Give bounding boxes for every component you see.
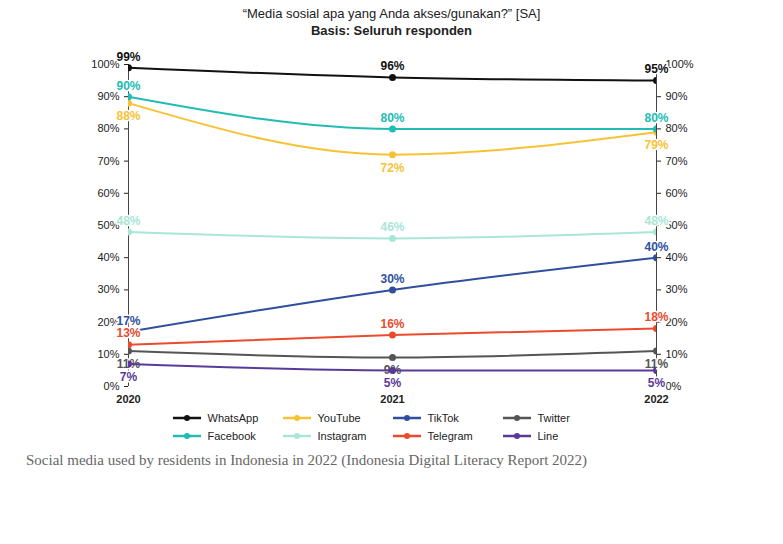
svg-text:90%: 90% [97, 90, 119, 103]
svg-text:50%: 50% [97, 219, 119, 231]
svg-text:70%: 70% [97, 155, 119, 167]
svg-text:20%: 20% [665, 316, 687, 328]
svg-text:90%: 90% [665, 90, 687, 102]
html-text:Social media used by residents: Social media used by residents in Indone… [26, 452, 588, 468]
svg-text:80%: 80% [644, 111, 668, 125]
svg-text:99%: 99% [116, 50, 140, 64]
svg-text:79%: 79% [644, 138, 668, 152]
svg-text:10%: 10% [97, 347, 119, 360]
svg-text:96%: 96% [380, 59, 404, 73]
svg-text:40%: 40% [97, 251, 119, 263]
svg-text:18%: 18% [644, 310, 668, 324]
svg-text:80%: 80% [97, 122, 119, 134]
html-text:Basis: Seluruh responden: Basis: Seluruh responden [311, 23, 472, 38]
svg-text:20%: 20% [97, 315, 119, 328]
html-text:TikTok: TikTok [427, 412, 459, 424]
svg-text:40%: 40% [644, 240, 668, 254]
svg-text:30%: 30% [665, 283, 687, 295]
svg-text:30%: 30% [97, 283, 119, 295]
html-text:YouTube: YouTube [317, 412, 361, 424]
svg-text:16%: 16% [380, 317, 404, 331]
svg-text:72%: 72% [380, 161, 404, 175]
svg-text:60%: 60% [97, 187, 119, 199]
svg-text:100%: 100% [665, 58, 693, 70]
svg-text:10%: 10% [665, 348, 687, 360]
html-text:Line: Line [537, 430, 559, 442]
svg-text:100%: 100% [91, 58, 119, 70]
svg-text:48%: 48% [116, 214, 140, 228]
svg-text:0%: 0% [103, 380, 119, 392]
html-text:Facebook: Facebook [207, 430, 256, 442]
svg-text:17%: 17% [116, 313, 140, 328]
html-text:Instagram: Instagram [317, 430, 367, 442]
svg-text:5%: 5% [383, 376, 401, 390]
svg-text:40%: 40% [665, 251, 687, 263]
svg-text:2020: 2020 [116, 393, 140, 405]
svg-text:95%: 95% [644, 62, 668, 76]
svg-text:2021: 2021 [380, 393, 404, 405]
svg-text:88%: 88% [116, 109, 140, 123]
svg-text:11%: 11% [644, 357, 668, 371]
html-text:“Media sosial apa yang Anda ak: “Media sosial apa yang Anda akses/gunaka… [242, 6, 541, 21]
svg-text:48%: 48% [644, 214, 668, 228]
svg-text:2022: 2022 [644, 393, 668, 405]
svg-text:60%: 60% [665, 187, 687, 199]
svg-text:80%: 80% [380, 111, 404, 125]
html-text:Twitter: Twitter [537, 412, 570, 424]
svg-text:50%: 50% [665, 219, 687, 231]
html-text:Telegram: Telegram [427, 430, 473, 442]
svg-text:30%: 30% [380, 272, 404, 286]
svg-text:80%: 80% [665, 122, 687, 134]
svg-text:13%: 13% [116, 326, 140, 340]
svg-text:90%: 90% [116, 79, 140, 93]
svg-text:5%: 5% [647, 376, 665, 390]
html-text:WhatsApp: WhatsApp [207, 412, 259, 424]
svg-text:46%: 46% [380, 220, 404, 234]
svg-text:7%: 7% [119, 370, 137, 384]
svg-text:70%: 70% [665, 155, 687, 167]
svg-text:0%: 0% [665, 380, 681, 392]
